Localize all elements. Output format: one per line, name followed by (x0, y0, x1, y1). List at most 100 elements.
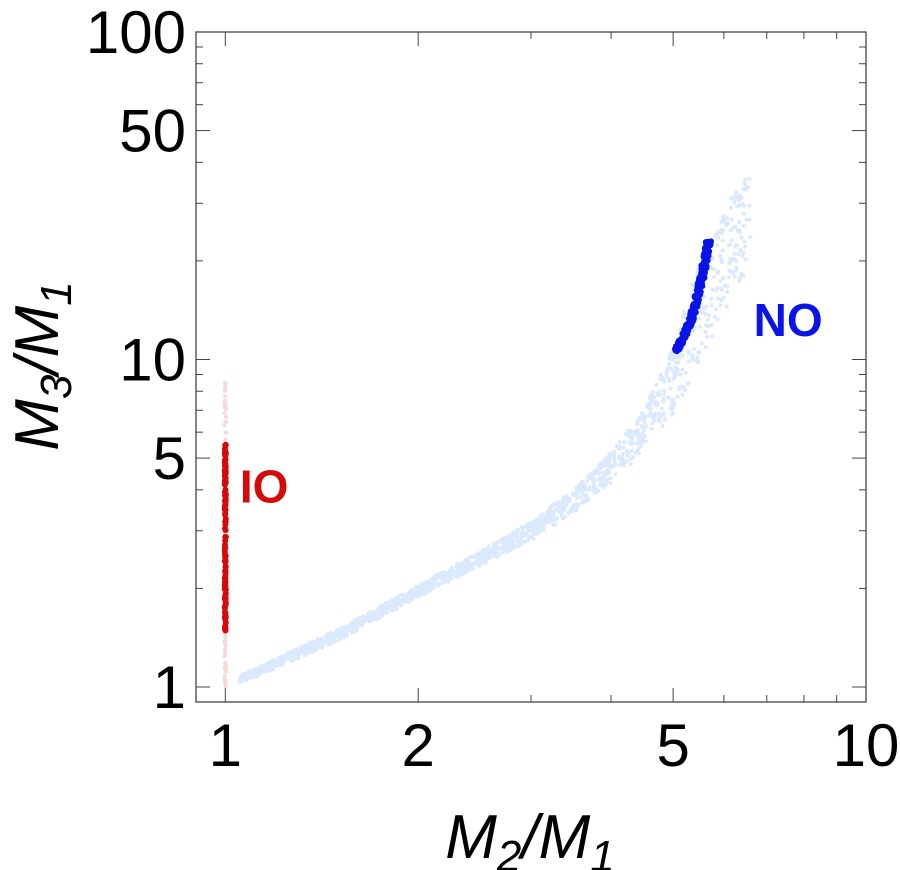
no-point-light (394, 607, 399, 611)
no-point-light (729, 196, 734, 201)
io-point (222, 624, 229, 631)
no-point-light (306, 641, 311, 646)
no-point-light (637, 439, 642, 444)
io-point-light (223, 438, 228, 443)
no-point-light (744, 217, 749, 222)
no-point-light (321, 639, 326, 644)
no-point-light (735, 195, 740, 200)
no-point-light (342, 628, 347, 633)
no-point-light (328, 642, 333, 647)
no-point-light (374, 612, 379, 617)
no-point-light (724, 304, 729, 309)
no-point-light (565, 500, 570, 504)
no-point-light (642, 428, 646, 433)
no-point-light (624, 431, 628, 436)
plot-frame (195, 31, 867, 703)
x-tick-label: 1 (209, 712, 242, 779)
no-point-light (547, 519, 552, 524)
no-point-light (296, 651, 301, 655)
no-point-light (520, 541, 525, 546)
no-point-light (592, 490, 597, 495)
no-point-light (380, 613, 385, 618)
no-point-light (712, 274, 717, 279)
no-point-light (649, 426, 654, 431)
x-tick-label: 2 (401, 712, 434, 779)
no-point-light (608, 481, 613, 486)
no-point-light (430, 577, 435, 582)
no-point-light (718, 303, 723, 308)
no-point-light (586, 497, 591, 502)
no-point-light (738, 196, 743, 201)
no-point-light (686, 381, 691, 386)
io-point (222, 495, 229, 501)
no-point-light (736, 252, 741, 257)
no-point-light (632, 432, 637, 436)
no-point-light (607, 462, 612, 467)
no-point-light (642, 414, 647, 419)
no-point-light (237, 678, 242, 683)
no-point-light (678, 372, 683, 377)
no-point-light (509, 547, 514, 552)
no-point-light (360, 623, 365, 628)
no-point-light (610, 451, 615, 456)
io-point (222, 610, 229, 617)
no-point-light (703, 345, 708, 350)
no-point-light (719, 227, 723, 232)
no-point-light (604, 482, 608, 487)
no-point-light (715, 286, 720, 291)
no-point-light (728, 258, 733, 263)
no-point-light (721, 276, 726, 280)
no-point-light (709, 323, 714, 328)
no-point-light (409, 588, 413, 593)
no-point-light (401, 597, 406, 602)
no-point-light (739, 235, 744, 240)
no-point-light (698, 309, 703, 314)
no-point-light (523, 539, 528, 544)
no-point-light (479, 561, 484, 565)
no-point-light (611, 454, 616, 459)
no-point-light (429, 582, 434, 586)
no-point-light (613, 472, 618, 477)
no-point-light (716, 235, 721, 240)
no-point-light (728, 228, 733, 233)
no-point-light (424, 579, 429, 584)
no-point-light (269, 666, 274, 671)
io-point (222, 579, 228, 586)
no-point-light (398, 599, 403, 604)
no-point-light (725, 221, 730, 226)
no-point-light (598, 466, 603, 471)
no-point-light (692, 325, 697, 330)
no-point-light (390, 607, 395, 612)
no-point-light (338, 630, 343, 635)
no-point-light (546, 509, 551, 514)
no-point-light (657, 411, 662, 416)
no-point-light (515, 528, 520, 533)
no-point-light (680, 392, 685, 397)
no-point-light (585, 479, 590, 483)
no-point-light (606, 465, 611, 470)
io-point-light (224, 419, 229, 424)
no-point-light (655, 401, 660, 406)
no-point-light (642, 420, 647, 424)
no-point-light (602, 462, 607, 467)
no-point-light (660, 424, 665, 428)
no-point-light (455, 568, 460, 573)
no-point-light (394, 598, 399, 603)
no-point (693, 292, 700, 299)
no-point (703, 248, 709, 255)
io-point-light (223, 388, 227, 393)
no-point-light (433, 578, 438, 583)
no-point-light (617, 446, 622, 451)
no-point-light (635, 428, 640, 433)
no-point-light (732, 200, 737, 204)
io-point (222, 442, 229, 449)
no-point-light (690, 356, 695, 361)
no-point-light (654, 382, 659, 387)
no-point-light (280, 662, 285, 667)
no-point-light (549, 516, 554, 521)
no-point-light (716, 230, 721, 235)
no-point-light (384, 606, 389, 611)
no-point-light (605, 478, 610, 483)
no-point-light (501, 541, 506, 546)
